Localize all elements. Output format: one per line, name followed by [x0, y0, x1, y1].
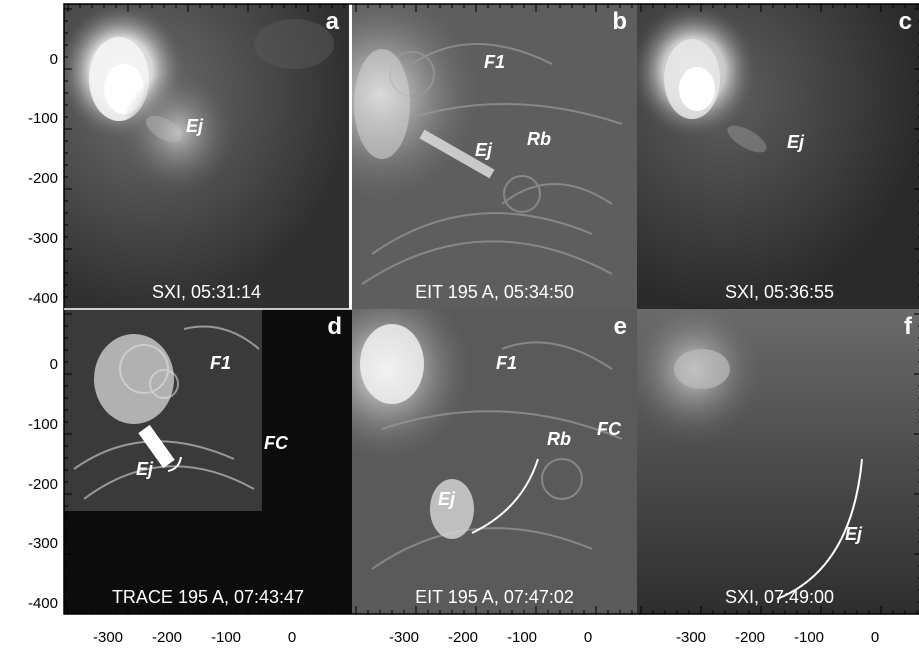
ejecta-label: Ej [136, 459, 154, 479]
filament-channel-label: FC [264, 433, 288, 453]
panel-e: e F1 Rb FC Ej EIT 195 A, 07:47:02 [352, 309, 637, 614]
sxi-image [64, 4, 349, 309]
sxi-image [637, 4, 919, 309]
panel-caption: EIT 195 A, 07:47:02 [415, 587, 574, 607]
x-tick-label: -100 [210, 629, 242, 646]
panel-d: d F1 FC Ej TRACE 195 A, 07:43:47 [64, 309, 352, 614]
panel-letter: d [327, 313, 342, 340]
panel-caption: EIT 195 A, 05:34:50 [415, 282, 574, 302]
panel-letter: b [612, 8, 627, 35]
y-tick-label: -400 [27, 595, 58, 612]
ribbon-label: Rb [527, 129, 551, 149]
y-tick-label: -100 [27, 110, 58, 127]
panel-caption: TRACE 195 A, 07:43:47 [111, 587, 305, 607]
y-tick-label: -400 [27, 290, 58, 307]
x-tick-label: -300 [92, 629, 124, 646]
x-tick-label: -100 [506, 629, 538, 646]
eit-image [352, 4, 637, 309]
y-tick-label: -200 [27, 170, 58, 187]
x-tick-label: -200 [151, 629, 183, 646]
ejecta-label: Ej [845, 524, 863, 544]
x-tick-label: -100 [793, 629, 825, 646]
sxi-image [637, 309, 919, 614]
panel-letter: a [325, 8, 339, 35]
ribbon-label: Rb [547, 429, 571, 449]
y-tick-label: -200 [27, 476, 58, 493]
x-tick-label: -300 [388, 629, 420, 646]
y-tick-label: 0 [49, 51, 58, 68]
ejecta-label: Ej [438, 489, 456, 509]
x-tick-label: 0 [870, 629, 880, 646]
ejecta-label: Ej [787, 132, 805, 152]
y-tick-label: -300 [27, 230, 58, 247]
eit-image [352, 309, 637, 614]
filament-label: F1 [210, 353, 232, 373]
x-tick-label: 0 [287, 629, 297, 646]
panel-a: a Ej SXI, 05:31:14 [64, 4, 349, 309]
y-tick-label: 0 [49, 356, 58, 373]
x-tick-label: -200 [447, 629, 479, 646]
panel-letter: f [904, 313, 912, 340]
panel-b: b F1 Ej Rb EIT 195 A, 05:34:50 [352, 4, 637, 309]
panel-letter: c [898, 8, 912, 35]
panel-letter: e [613, 313, 627, 340]
x-tick-label: -200 [734, 629, 766, 646]
x-tick-label: -300 [675, 629, 707, 646]
panel-caption: SXI, 05:36:55 [724, 282, 835, 302]
y-tick-label: -100 [27, 416, 58, 433]
filament-channel-label: FC [597, 419, 621, 439]
panel-f: f Ej SXI, 07:49:00 [637, 309, 919, 614]
panel-c: c Ej SXI, 05:36:55 [637, 4, 919, 309]
panel-caption: SXI, 07:49:00 [724, 587, 835, 607]
filament-label: F1 [496, 353, 518, 373]
ejecta-label: Ej [186, 116, 204, 136]
y-tick-label: -300 [27, 535, 58, 552]
panel-caption: SXI, 05:31:14 [151, 282, 262, 302]
x-tick-label: 0 [583, 629, 593, 646]
trace-image [64, 309, 352, 614]
filament-label: F1 [484, 52, 506, 72]
ejecta-label: Ej [475, 140, 493, 160]
